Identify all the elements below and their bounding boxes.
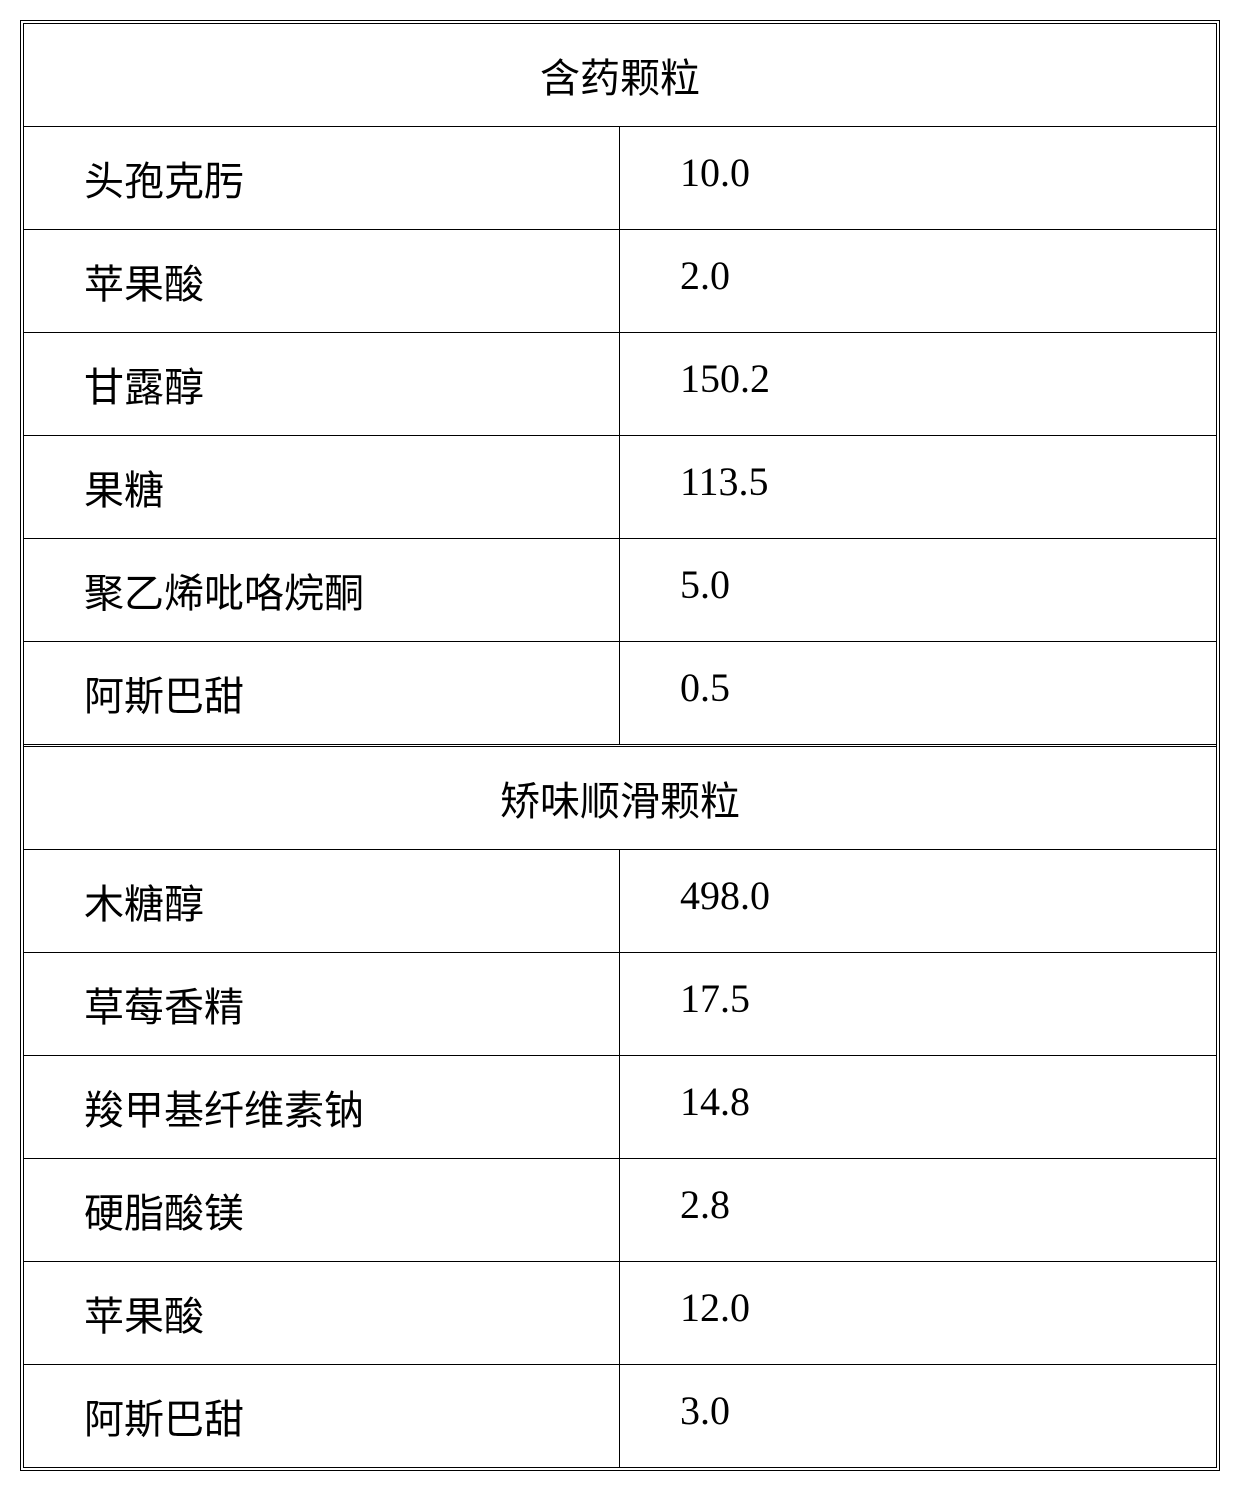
ingredient-label: 木糖醇 — [24, 850, 620, 952]
table-row: 果糖 113.5 — [24, 436, 1216, 539]
section-header-1: 含药颗粒 — [24, 24, 1216, 127]
table-row: 头孢克肟 10.0 — [24, 127, 1216, 230]
ingredient-value: 498.0 — [620, 850, 1216, 952]
table-row: 木糖醇 498.0 — [24, 850, 1216, 953]
ingredient-label: 果糖 — [24, 436, 620, 538]
ingredient-value: 17.5 — [620, 953, 1216, 1055]
ingredient-value: 2.0 — [620, 230, 1216, 332]
ingredient-label: 苹果酸 — [24, 230, 620, 332]
table-row: 苹果酸 12.0 — [24, 1262, 1216, 1365]
ingredient-value: 5.0 — [620, 539, 1216, 641]
table-row: 甘露醇 150.2 — [24, 333, 1216, 436]
ingredient-value: 113.5 — [620, 436, 1216, 538]
ingredient-label: 硬脂酸镁 — [24, 1159, 620, 1261]
section-header-2: 矫味顺滑颗粒 — [24, 744, 1216, 850]
ingredient-label: 苹果酸 — [24, 1262, 620, 1364]
ingredient-label: 聚乙烯吡咯烷酮 — [24, 539, 620, 641]
table-row: 阿斯巴甜 3.0 — [24, 1365, 1216, 1467]
table-row: 硬脂酸镁 2.8 — [24, 1159, 1216, 1262]
table-row: 苹果酸 2.0 — [24, 230, 1216, 333]
ingredient-value: 0.5 — [620, 642, 1216, 744]
ingredient-label: 头孢克肟 — [24, 127, 620, 229]
ingredient-label: 羧甲基纤维素钠 — [24, 1056, 620, 1158]
ingredient-value: 12.0 — [620, 1262, 1216, 1364]
table-row: 阿斯巴甜 0.5 — [24, 642, 1216, 744]
table-row: 草莓香精 17.5 — [24, 953, 1216, 1056]
ingredient-label: 甘露醇 — [24, 333, 620, 435]
ingredient-value: 150.2 — [620, 333, 1216, 435]
ingredient-value: 10.0 — [620, 127, 1216, 229]
ingredient-label: 阿斯巴甜 — [24, 1365, 620, 1467]
ingredient-label: 草莓香精 — [24, 953, 620, 1055]
table-row: 聚乙烯吡咯烷酮 5.0 — [24, 539, 1216, 642]
ingredient-value: 3.0 — [620, 1365, 1216, 1467]
ingredient-value: 14.8 — [620, 1056, 1216, 1158]
table-row: 羧甲基纤维素钠 14.8 — [24, 1056, 1216, 1159]
ingredient-value: 2.8 — [620, 1159, 1216, 1261]
ingredient-label: 阿斯巴甜 — [24, 642, 620, 744]
ingredients-table: 含药颗粒 头孢克肟 10.0 苹果酸 2.0 甘露醇 150.2 果糖 113.… — [20, 20, 1220, 1471]
